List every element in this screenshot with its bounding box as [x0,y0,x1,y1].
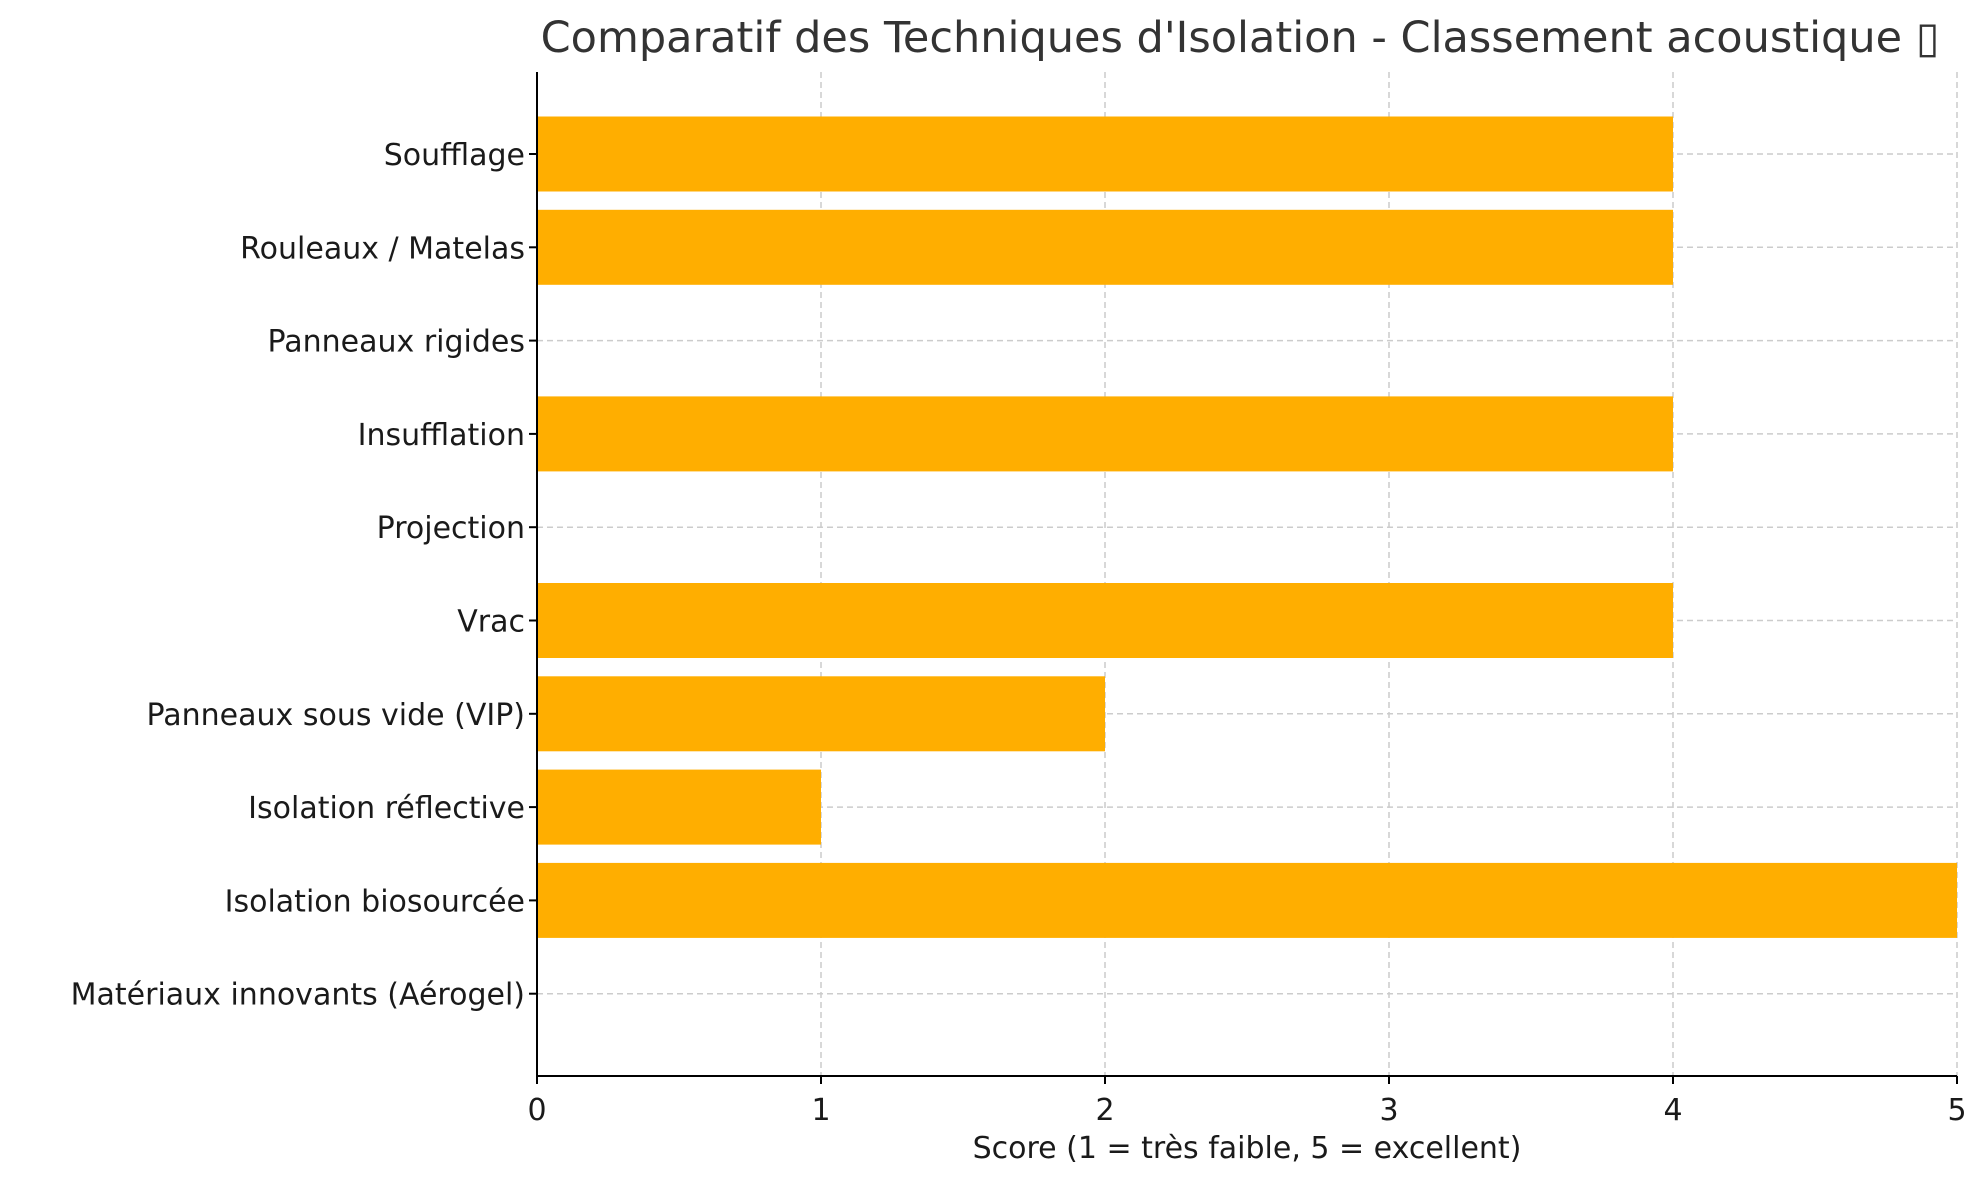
x-tick-label: 1 [811,1093,830,1128]
bar [537,583,1673,658]
x-tick-labels: 0 1 2 3 4 5 [527,1076,1967,1128]
category-label: Panneaux rigides [268,325,525,360]
chart-title: Comparatif des Techniques d'Isolation - … [541,13,1940,63]
x-axis-label: Score (1 = très faible, 5 = excellent) [973,1131,1522,1166]
category-label: Insufflation [358,418,525,453]
category-label: Soufflage [384,138,525,173]
category-label: Rouleaux / Matelas [240,231,525,266]
category-label: Panneaux sous vide (VIP) [147,698,525,733]
category-label: Matériaux innovants (Aérogel) [71,978,525,1013]
x-tick-label: 2 [1095,1093,1114,1128]
bar [537,769,821,845]
bars [537,116,1957,938]
x-tick-label: 0 [527,1093,546,1128]
category-label: Isolation biosourcée [225,884,525,919]
category-label: Vrac [457,605,525,640]
category-labels: Soufflage Rouleaux / Matelas Panneaux rigi… [71,138,537,1013]
bar [537,396,1673,472]
x-tick-label: 3 [1379,1093,1398,1128]
bar [537,116,1673,192]
x-tick-label: 5 [1947,1093,1966,1128]
bar [537,676,1105,752]
category-label: Projection [377,511,525,546]
bar [537,209,1673,285]
x-tick-label: 4 [1663,1093,1682,1128]
bar [537,862,1957,938]
category-label: Isolation réflective [248,791,525,826]
